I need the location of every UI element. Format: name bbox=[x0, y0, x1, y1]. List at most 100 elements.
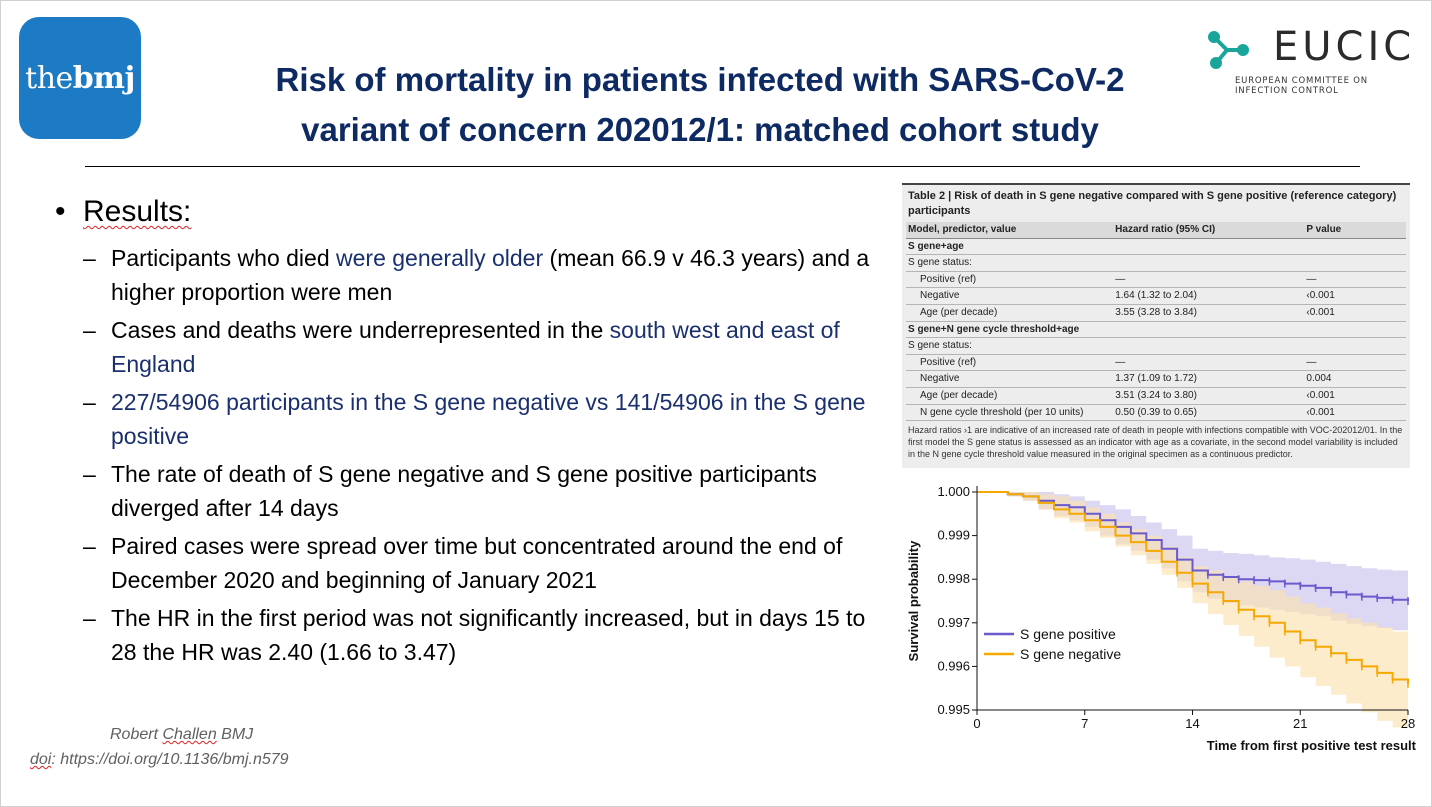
bmj-logo-bold: bmj bbox=[72, 60, 136, 96]
survival-chart: 0.995 0.996 0.997 0.998 0.999 1.000 0 7 14 21 28 Ti… bbox=[902, 478, 1420, 758]
x-axis-label: Time from first positive test result bbox=[1207, 738, 1417, 753]
table-cell: — bbox=[1115, 356, 1126, 368]
x-tick-label: 7 bbox=[1081, 716, 1088, 731]
table-cell: 3.55 (3.28 to 3.84) bbox=[1115, 306, 1197, 318]
table-cell: ‹0.001 bbox=[1306, 389, 1335, 401]
legend-label: S gene positive bbox=[1020, 626, 1116, 642]
table-cell: ‹0.001 bbox=[1306, 406, 1335, 418]
table-row: Age (per decade) 3.51 (3.24 to 3.80) ‹0.00… bbox=[906, 388, 1406, 405]
y-tick-label: 0.999 bbox=[937, 528, 970, 543]
table-cell: Negative bbox=[920, 373, 960, 385]
series-line bbox=[977, 491, 1409, 684]
dash-marker: – bbox=[83, 317, 96, 343]
table-cell: — bbox=[1115, 273, 1126, 285]
table-cell bbox=[1306, 255, 1406, 271]
dash-marker: – bbox=[83, 245, 96, 271]
table-cell: — bbox=[1306, 356, 1317, 368]
result-item: – The rate of death of S gene negative an… bbox=[55, 457, 895, 525]
series-line bbox=[977, 491, 1409, 601]
table-cell: Positive (ref) bbox=[920, 273, 977, 285]
table-row: Age (per decade) 3.55 (3.28 to 3.84) ‹0.00… bbox=[906, 305, 1406, 322]
y-tick-label: 0.998 bbox=[937, 571, 970, 586]
table-cell bbox=[1115, 255, 1306, 271]
result-item-pre: Participants who died bbox=[111, 245, 337, 271]
y-tick-label: 1.000 bbox=[937, 484, 970, 499]
result-item: – Paired cases were spread over time but … bbox=[55, 529, 895, 597]
table-row: S gene status: bbox=[906, 338, 1406, 355]
bmj-logo: the bmj bbox=[19, 17, 141, 139]
dash-marker: – bbox=[83, 389, 96, 415]
results-bullets: Results: – Participants who died were ge… bbox=[55, 195, 895, 673]
y-tick-label: 0.997 bbox=[937, 615, 970, 630]
table-cell: Negative bbox=[920, 290, 960, 302]
result-item-pre: Cases and deaths were underrepresented i… bbox=[111, 317, 610, 343]
bmj-logo-prefix: the bbox=[25, 60, 73, 96]
results-heading-text: Results: bbox=[83, 195, 192, 228]
result-item: – Cases and deaths were underrepresented … bbox=[55, 313, 895, 381]
table-cell: — bbox=[1306, 273, 1317, 285]
table-cell: Age (per decade) bbox=[920, 389, 998, 401]
table-cell: S gene+N gene cycle threshold+age bbox=[908, 323, 1080, 335]
result-item-pre: The rate of death of S gene negative and… bbox=[111, 461, 817, 521]
results-heading: Results: bbox=[55, 195, 895, 229]
eucic-logo: EUCIC EUROPEAN COMMITTEE ON INFECTION CO… bbox=[1205, 24, 1411, 104]
table-row: N gene cycle threshold (per 10 units) 0.5… bbox=[906, 405, 1406, 422]
table-caption: Table 2 | Risk of death in S gene negati… bbox=[908, 190, 1397, 217]
table-cell bbox=[1306, 338, 1406, 354]
citation-author-last: Challen bbox=[162, 726, 217, 743]
citation-doi: doi: https://doi.org/10.1136/bmj.n579 bbox=[30, 751, 289, 769]
result-item-hl: south west and east of England bbox=[111, 317, 840, 377]
x-tick-label: 21 bbox=[1293, 716, 1307, 731]
table-cell: 0.004 bbox=[1306, 373, 1332, 385]
eucic-subtitle-line1: EUROPEAN COMMITTEE ON bbox=[1235, 76, 1368, 86]
table-cell: ‹0.001 bbox=[1306, 306, 1335, 318]
x-tick-label: 14 bbox=[1185, 716, 1199, 731]
result-item-pre: The HR in the first period was not signi… bbox=[111, 605, 866, 665]
table-row: Positive (ref) — — bbox=[906, 272, 1406, 289]
x-tick-label: 28 bbox=[1401, 716, 1415, 731]
table-cell bbox=[1306, 239, 1406, 255]
table-cell bbox=[1306, 322, 1406, 338]
table-footnote: Hazard ratios ›1 are indicative of an in… bbox=[908, 425, 1403, 460]
slide-title-line1: Risk of mortality in patients infected w… bbox=[275, 61, 1125, 98]
result-item: – Participants who died were generally o… bbox=[55, 241, 895, 309]
table-cell: 0.50 (0.39 to 0.65) bbox=[1115, 406, 1197, 418]
result-item: – The HR in the first period was not sign… bbox=[55, 601, 895, 669]
dash-marker: – bbox=[83, 533, 96, 559]
table-cell: Positive (ref) bbox=[920, 356, 977, 368]
table-cell bbox=[1115, 239, 1306, 255]
table-cell: ‹0.001 bbox=[1306, 290, 1335, 302]
eucic-molecule-icon bbox=[1208, 31, 1249, 69]
citation-author-suffix: BMJ bbox=[216, 726, 254, 743]
table-row: S gene+N gene cycle threshold+age bbox=[906, 322, 1406, 339]
dash-marker: – bbox=[83, 605, 96, 631]
table-cell: S gene status: bbox=[908, 340, 972, 352]
table-cell bbox=[1115, 338, 1306, 354]
table-row: Positive (ref) — — bbox=[906, 355, 1406, 372]
citation-author: Robert Challen BMJ bbox=[110, 726, 253, 744]
result-item-hl: were generally older bbox=[336, 245, 544, 271]
slide-title-line2: variant of concern 202012/1: matched coh… bbox=[301, 111, 1099, 148]
table-cell: S gene status: bbox=[908, 257, 972, 269]
citation-doi-label: doi bbox=[30, 751, 52, 768]
slide-title: Risk of mortality in patients infected w… bbox=[170, 55, 1230, 155]
table-cell: 1.37 (1.09 to 1.72) bbox=[1115, 373, 1197, 385]
table-header-p: P value bbox=[1306, 224, 1342, 235]
y-axis-label: Survival probability bbox=[906, 540, 921, 661]
result-item: –227/54906 participants in the S gene ne… bbox=[55, 385, 895, 453]
eucic-name: EUCIC bbox=[1273, 24, 1416, 70]
result-item-hl: 227/54906 participants in the S gene neg… bbox=[111, 389, 866, 449]
result-item-post: (mean 66.9 v 46.3 years) and a higher pr… bbox=[111, 245, 870, 305]
eucic-subtitle: EUROPEAN COMMITTEE ON INFECTION CONTROL bbox=[1235, 76, 1368, 96]
table-cell: 3.51 (3.24 to 3.80) bbox=[1115, 389, 1197, 401]
table-header-row: Model, predictor, value Hazard ratio (95… bbox=[906, 222, 1406, 239]
table-header-hr: Hazard ratio (95% CI) bbox=[1115, 224, 1216, 235]
table-row: S gene status: bbox=[906, 255, 1406, 272]
y-tick-label: 0.995 bbox=[937, 702, 970, 717]
table-cell bbox=[1115, 322, 1306, 338]
table-cell: N gene cycle threshold (per 10 units) bbox=[920, 406, 1084, 418]
citation-doi-url: : https://doi.org/10.1136/bmj.n579 bbox=[51, 751, 289, 768]
legend-label: S gene negative bbox=[1020, 646, 1121, 662]
dash-marker: – bbox=[83, 461, 96, 487]
results-sub-items: – Participants who died were generally o… bbox=[55, 241, 895, 669]
